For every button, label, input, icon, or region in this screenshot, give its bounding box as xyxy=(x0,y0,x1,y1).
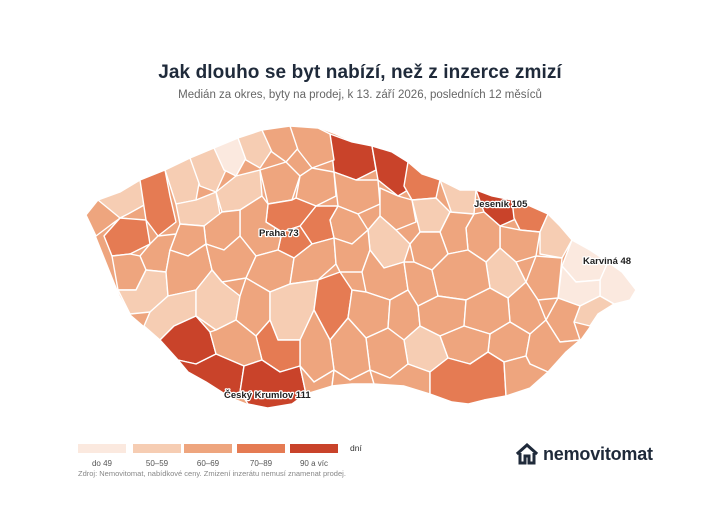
source-note: Zdroj: Nemovitomat, nabídkové ceny. Zmiz… xyxy=(78,469,346,478)
district xyxy=(213,137,247,177)
legend-item-60-69: 60–69 xyxy=(184,444,232,468)
legend-swatch xyxy=(78,444,126,453)
legend-swatch xyxy=(133,444,181,453)
district xyxy=(439,179,477,215)
legend-label: do 49 xyxy=(91,459,113,468)
brand-name: nemovitomat xyxy=(543,443,653,464)
house-logo-icon xyxy=(515,442,539,465)
district xyxy=(525,255,563,301)
district xyxy=(239,359,307,409)
legend-item-50-59: 50–59 xyxy=(133,444,181,468)
legend-item-lt49: do 49 xyxy=(78,444,126,468)
legend-swatch xyxy=(290,444,338,453)
district xyxy=(237,129,273,169)
district xyxy=(189,147,227,193)
district xyxy=(299,365,335,395)
page-subtitle: Medián za okres, byty na prodej, k 13. z… xyxy=(178,89,542,101)
legend-label: 60–69 xyxy=(196,459,220,468)
district xyxy=(403,161,441,201)
legend-label: 50–59 xyxy=(145,459,169,468)
map-label-jesenik: Jeseník 105 xyxy=(474,199,528,210)
map-label-praha: Praha 73 xyxy=(259,228,299,239)
map-label-karvina: Karviná 48 xyxy=(583,256,631,267)
legend-swatch xyxy=(184,444,232,453)
legend-item-90plus: 90 a víc xyxy=(290,444,338,468)
district xyxy=(289,125,335,169)
district xyxy=(164,157,201,205)
legend-item-70-89: 70–89 xyxy=(237,444,285,468)
brand-logo: nemovitomat xyxy=(515,441,653,467)
district xyxy=(259,161,301,205)
legend-label: 90 a víc xyxy=(299,459,328,468)
map-label-cesky-krumlov: Český Krumlov 111 xyxy=(224,389,311,401)
legend-swatch xyxy=(237,444,285,453)
district xyxy=(503,355,549,397)
legend-label: 70–89 xyxy=(249,459,273,468)
district xyxy=(261,125,301,163)
district-layer xyxy=(85,125,637,409)
map-labels: Praha 73 Jeseník 105 Karviná 48 Český Kr… xyxy=(223,198,633,403)
page-title: Jak dlouho se byt nabízí, než z inzerce … xyxy=(158,62,562,83)
legend-unit: dní xyxy=(350,443,362,453)
district xyxy=(599,261,637,305)
